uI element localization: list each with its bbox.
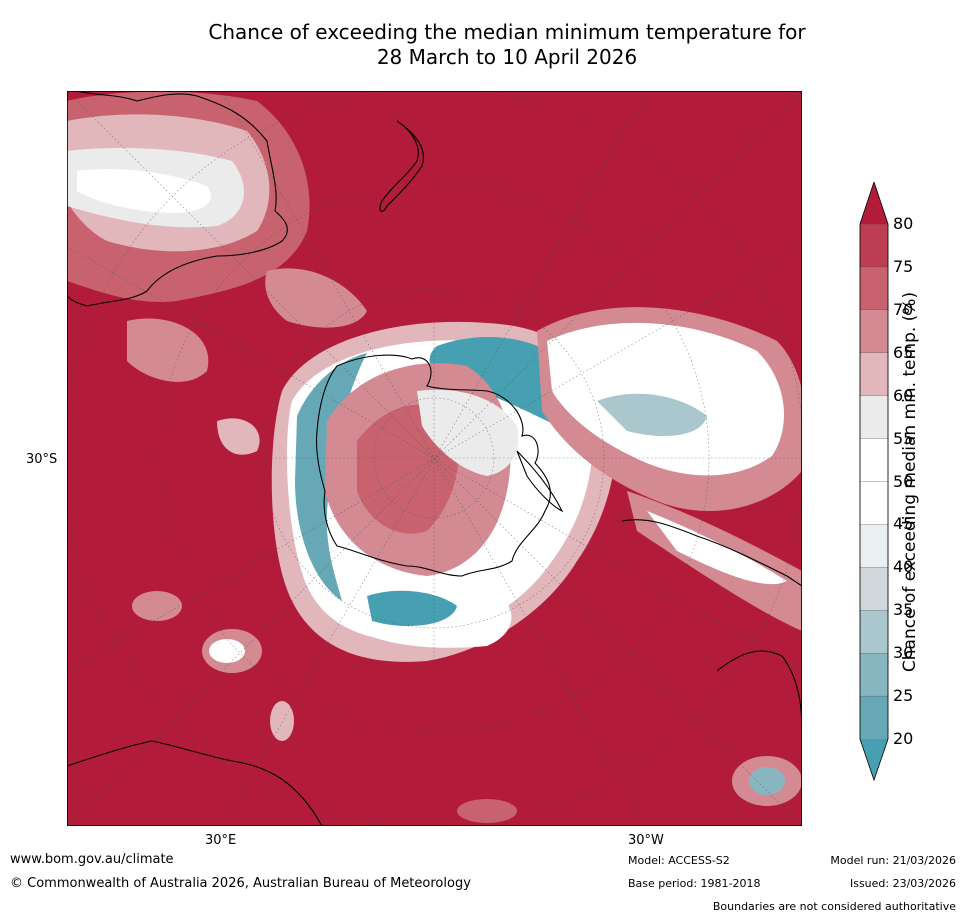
colorbar-band-40_45 — [859, 524, 889, 568]
lon-label-30w: 30°W — [628, 833, 664, 848]
colorbar-graphic — [859, 180, 889, 782]
title-line-2: 28 March to 10 April 2026 — [376, 45, 638, 69]
colorbar-tick-50: 50 — [893, 471, 914, 491]
australia-field — [67, 91, 367, 455]
colorbar-band-30_35 — [859, 610, 889, 654]
colorbar-band-60_65 — [859, 352, 889, 397]
model-run-date: Model run: 21/03/2026 — [830, 854, 956, 867]
colorbar-title: Chance of exceeding median min. temp. (%… — [900, 291, 920, 673]
colorbar-tick-80: 80 — [893, 214, 914, 233]
colorbar-tick-70: 70 — [893, 299, 914, 319]
title-line-1: Chance of exceeding the median minimum t… — [208, 20, 806, 44]
colorbar: 80 75 70 65 60 55 50 45 40 35 30 25 20 — [855, 180, 965, 782]
graticule — [67, 91, 802, 826]
base-period: Base period: 1981-2018 — [628, 877, 761, 890]
colorbar-tick-30: 30 — [893, 643, 914, 663]
colorbar-tick-65: 65 — [893, 342, 914, 362]
colorbar-band-75_80 — [859, 223, 889, 268]
colorbar-band-25_30 — [859, 653, 889, 697]
colorbar-under-arrow — [860, 739, 888, 780]
colorbar-tick-60: 60 — [893, 385, 914, 405]
colorbar-tick-55: 55 — [893, 428, 914, 448]
colorbar-band-65_70 — [859, 309, 889, 354]
australia-coast — [67, 91, 288, 307]
website-link[interactable]: www.bom.gov.au/climate — [10, 852, 174, 867]
colorbar-band-45_50 — [859, 481, 889, 526]
colorbar-tick-75: 75 — [893, 256, 914, 276]
africa-coast — [67, 740, 323, 826]
lon-label-30e: 30°E — [205, 833, 237, 848]
colorbar-over-arrow — [860, 182, 888, 224]
colorbar-band-50_55 — [859, 438, 889, 483]
colorbar-band-20_25 — [859, 695, 889, 740]
colorbar-tick-25: 25 — [893, 686, 914, 706]
antarctica-coast — [315, 354, 551, 577]
south-america-coast — [621, 519, 802, 587]
colorbar-tick-35: 35 — [893, 600, 914, 620]
atlantic-field — [537, 307, 802, 631]
new-zealand-coast — [379, 120, 424, 212]
antarctic-field — [271, 321, 616, 662]
map-canvas — [67, 91, 802, 826]
antarctic-peninsula — [516, 450, 564, 513]
boundaries-disclaimer: Boundaries are not considered authoritat… — [712, 900, 956, 913]
colorbar-band-55_60 — [859, 395, 889, 440]
probability-map — [67, 91, 802, 826]
lat-label-30s: 30°S — [26, 452, 58, 467]
colorbar-band-35_40 — [859, 567, 889, 611]
coastlines — [67, 91, 802, 826]
model-name: Model: ACCESS-S2 — [628, 854, 730, 867]
colorbar-band-70_75 — [859, 266, 889, 311]
colorbar-tick-40: 40 — [893, 557, 914, 577]
copyright-text: © Commonwealth of Australia 2026, Austra… — [10, 876, 471, 891]
south-america-east-coast — [716, 650, 802, 732]
scattered-blobs — [132, 591, 802, 823]
colorbar-tick-20: 20 — [893, 729, 914, 748]
map-title: Chance of exceeding the median minimum t… — [67, 20, 947, 70]
colorbar-tick-45: 45 — [893, 514, 914, 534]
issued-date: Issued: 23/03/2026 — [849, 877, 956, 890]
